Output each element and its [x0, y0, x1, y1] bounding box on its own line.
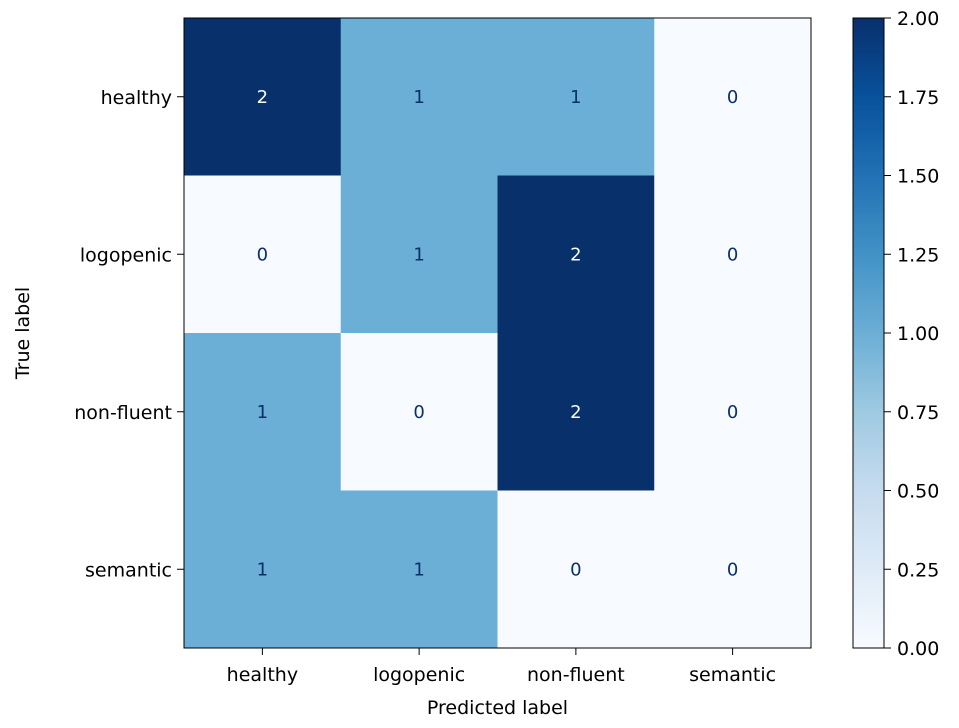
heatmap-cell — [340, 175, 498, 334]
y-axis: healthy logopenic non-fluent semantic — [74, 87, 184, 581]
colorbar-tick-label: 1.25 — [897, 244, 939, 266]
x-axis-title: Predicted label — [427, 697, 568, 719]
colorbar-tick-label: 0.00 — [897, 638, 939, 660]
x-tick-label: non-fluent — [527, 664, 625, 686]
heatmap-cell — [654, 175, 812, 334]
cell-value-label: 2 — [570, 402, 581, 423]
heatmap-cell — [497, 490, 655, 649]
cell-value-label: 2 — [257, 87, 268, 108]
colorbar-ticks: 0.00 0.25 0.50 0.75 1.00 1.25 1.50 1.75 2.00 — [884, 8, 939, 660]
colorbar: 0.00 0.25 0.50 0.75 1.00 1.25 1.50 1.75 2.00 — [852, 8, 939, 660]
y-axis-title: True label — [12, 287, 34, 380]
cell-value-label: 0 — [727, 244, 738, 265]
cell-value-label: 2 — [570, 244, 581, 265]
colorbar-tick-label: 1.75 — [897, 87, 939, 109]
cell-value-label: 1 — [257, 402, 268, 423]
colorbar-tick-label: 0.75 — [897, 402, 939, 424]
cell-value-label: 1 — [413, 559, 424, 580]
cell-value-label: 0 — [727, 402, 738, 423]
x-tick-label: logopenic — [373, 664, 465, 686]
colorbar-tick-label: 0.25 — [897, 559, 939, 581]
colorbar-tick-label: 1.50 — [897, 166, 939, 188]
heatmap-cell — [497, 333, 655, 491]
cell-value-label: 1 — [257, 559, 268, 580]
cell-value-label: 1 — [413, 244, 424, 265]
heatmap-cell — [654, 18, 812, 176]
colorbar-tick-label: 0.50 — [897, 481, 939, 503]
heatmap-cell — [184, 490, 342, 649]
cell-value-label: 0 — [257, 244, 268, 265]
heatmap-cell — [497, 18, 655, 176]
heatmap-cell — [184, 175, 342, 334]
colorbar-gradient — [852, 17, 885, 649]
y-tick-label: non-fluent — [74, 402, 172, 424]
cell-value-label: 1 — [570, 87, 581, 108]
x-axis: healthy logopenic non-fluent semantic — [227, 648, 776, 686]
heatmap-cell — [497, 175, 655, 334]
colorbar-tick-label: 1.00 — [897, 323, 939, 345]
heatmap-cell — [184, 333, 342, 491]
cell-value-label: 1 — [413, 87, 424, 108]
heatmap-cells: 2 1 1 0 0 1 2 0 1 0 2 0 1 1 0 0 — [184, 18, 812, 649]
heatmap-cell — [340, 490, 498, 649]
y-tick-label: healthy — [101, 87, 172, 109]
heatmap-cell — [654, 333, 812, 491]
heatmap-cell — [340, 18, 498, 176]
cell-value-label: 0 — [727, 87, 738, 108]
heatmap-cell — [184, 18, 342, 176]
heatmap-cell — [340, 333, 498, 491]
x-tick-label: semantic — [689, 664, 776, 686]
y-tick-label: logopenic — [80, 244, 172, 266]
cell-value-label: 0 — [413, 402, 424, 423]
cell-value-label: 0 — [727, 559, 738, 580]
x-tick-label: healthy — [227, 664, 298, 686]
y-tick-label: semantic — [85, 559, 172, 581]
cell-value-label: 0 — [570, 559, 581, 580]
colorbar-tick-label: 2.00 — [897, 8, 939, 30]
plot-frame — [183, 17, 812, 649]
heatmap-cell — [654, 490, 812, 649]
